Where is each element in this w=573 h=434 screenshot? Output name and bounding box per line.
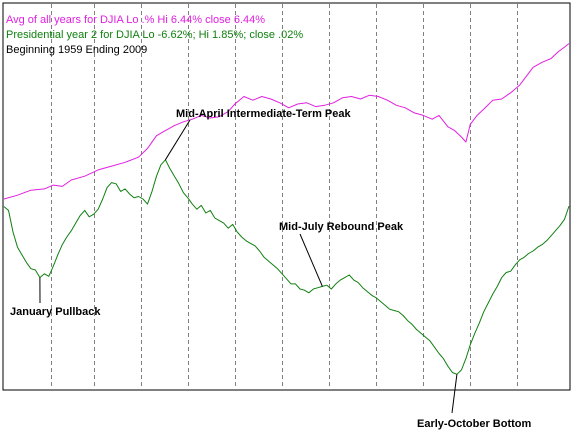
annotation-april-peak: Mid-April Intermediate-Term Peak bbox=[176, 108, 351, 120]
annotation-leader-1 bbox=[164, 119, 191, 161]
legend-pres: Presidential year 2 for DJIA Lo -6.62%; … bbox=[6, 29, 303, 41]
annotations: Mid-April Intermediate-Term Peak January… bbox=[10, 108, 532, 430]
annotation-july-peak: Mid-July Rebound Peak bbox=[279, 221, 404, 233]
series-lines bbox=[3, 43, 570, 375]
legend: Avg of all years for DJIA Lo .% Hi 6.44%… bbox=[6, 14, 303, 56]
annotation-january-pullback: January Pullback bbox=[10, 306, 101, 318]
pres-series-line bbox=[3, 159, 570, 375]
legend-avg: Avg of all years for DJIA Lo .% Hi 6.44%… bbox=[6, 14, 265, 26]
annotation-october-bottom: Early-October Bottom bbox=[417, 418, 532, 430]
plot-frame bbox=[2, 2, 571, 391]
legend-range: Beginning 1959 Ending 2009 bbox=[6, 44, 147, 56]
avg-series-line bbox=[3, 43, 570, 200]
annotation-leader-4 bbox=[451, 374, 458, 414]
grid-lines bbox=[51, 4, 518, 389]
annotation-leader-3 bbox=[299, 233, 323, 287]
